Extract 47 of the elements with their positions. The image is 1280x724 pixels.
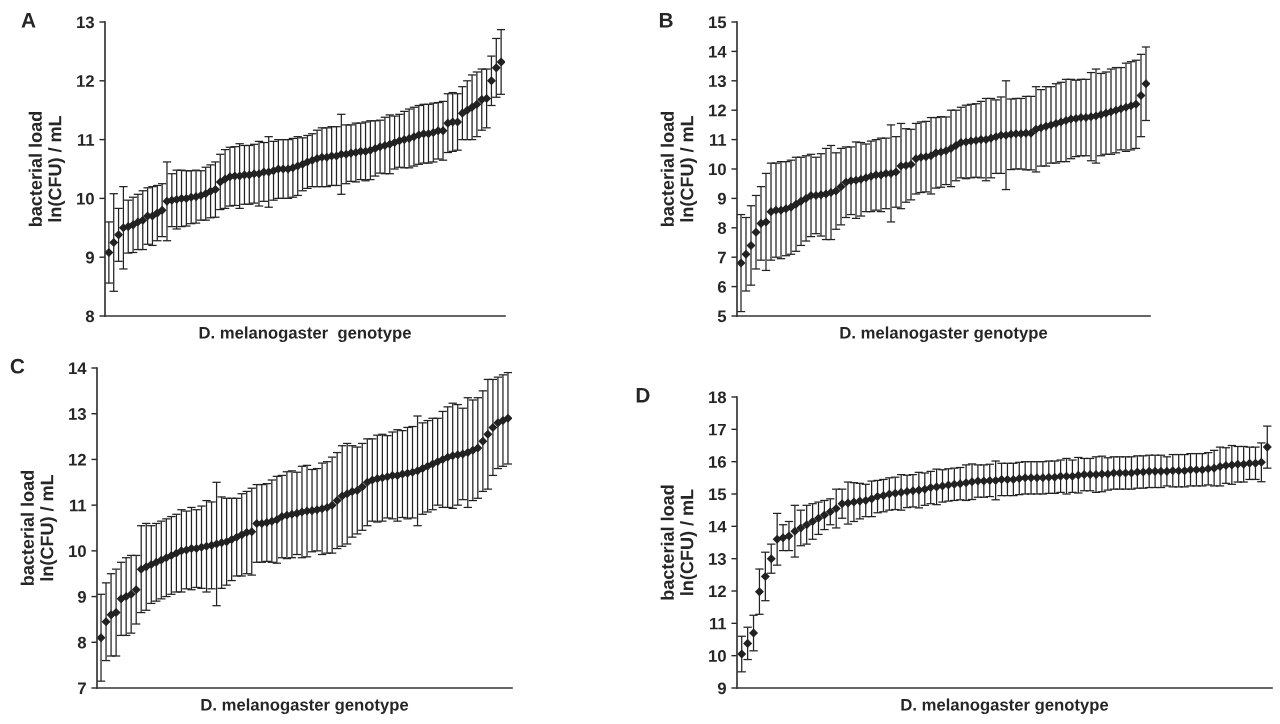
y-tick-label: 14 xyxy=(69,362,87,375)
chart-title: C xyxy=(10,358,25,374)
y-axis-title: bacterial load ln(CFU) / mL xyxy=(660,111,697,226)
x-axis-title: D. melanogaster genotype xyxy=(901,698,1109,715)
chart-title: D xyxy=(636,388,650,403)
y-tick-label: 15 xyxy=(709,488,727,501)
y-tick-label: 13 xyxy=(709,553,726,565)
x-axis-title: D. melanogaster genotype xyxy=(199,326,411,343)
y-tick-label: 8 xyxy=(77,636,87,649)
y-tick-label: 5 xyxy=(717,310,727,323)
y-tick-label: 18 xyxy=(709,391,727,404)
y-tick-label: 12 xyxy=(77,75,94,87)
y-tick-label: 13 xyxy=(69,408,86,420)
y-tick-label: 10 xyxy=(69,545,86,558)
y-tick-label: 9 xyxy=(85,251,94,264)
y-tick-label: 9 xyxy=(717,192,726,205)
y-tick-label: 12 xyxy=(709,104,726,117)
y-tick-label: 11 xyxy=(710,134,727,146)
x-axis-title: D. melanogaster genotype xyxy=(201,698,409,715)
x-axis-title: D. melanogaster genotype xyxy=(840,326,1048,343)
y-tick-label: 7 xyxy=(718,251,726,264)
y-tick-label: 7 xyxy=(78,682,86,695)
y-tick-label: 8 xyxy=(717,222,727,234)
y-tick-label: 11 xyxy=(710,617,727,630)
y-tick-label: 17 xyxy=(709,423,726,436)
y-tick-label: 12 xyxy=(709,585,726,598)
y-tick-label: 9 xyxy=(77,590,86,603)
y-tick-label: 6 xyxy=(717,281,726,293)
chart-title: B xyxy=(659,13,673,28)
y-tick-label: 13 xyxy=(709,75,726,88)
y-tick-label: 15 xyxy=(709,16,727,29)
y-tick-label: 12 xyxy=(69,453,86,466)
y-axis-title: bacterial load ln(CFU) / mL xyxy=(28,111,65,226)
y-tick-label: 8 xyxy=(85,310,95,323)
y-axis-title: bacterial load ln(CFU) / mL xyxy=(660,485,697,600)
chart-title: A xyxy=(21,13,36,28)
y-tick-label: 14 xyxy=(709,45,727,58)
y-tick-label: 11 xyxy=(70,499,87,512)
y-tick-label: 10 xyxy=(709,163,726,176)
y-axis-title: bacterial load ln(CFU) / mL xyxy=(20,470,57,585)
y-tick-label: 13 xyxy=(77,16,94,29)
y-tick-label: 9 xyxy=(717,682,726,695)
y-tick-label: 16 xyxy=(709,456,726,468)
y-tick-label: 14 xyxy=(709,520,727,533)
y-tick-label: 10 xyxy=(709,650,726,662)
y-tick-label: 11 xyxy=(78,134,95,146)
y-tick-label: 10 xyxy=(77,192,94,205)
